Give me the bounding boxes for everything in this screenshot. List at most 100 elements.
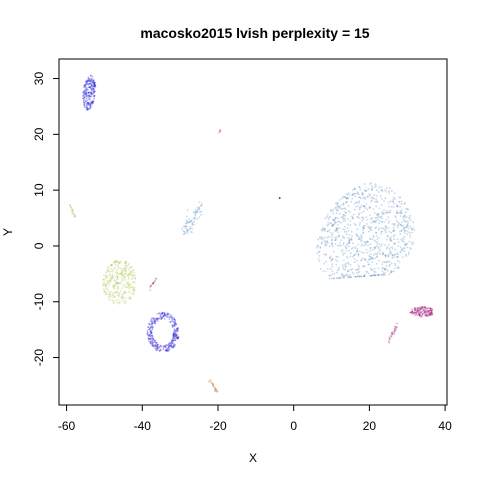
data-point: [421, 306, 424, 308]
data-point: [72, 213, 75, 215]
data-point: [383, 267, 386, 270]
data-point: [418, 313, 421, 315]
data-point: [328, 229, 331, 231]
data-point: [155, 318, 158, 321]
data-point: [174, 329, 177, 332]
data-point: [405, 226, 407, 228]
data-point: [89, 102, 91, 105]
data-point: [146, 331, 149, 334]
data-point: [389, 239, 392, 242]
data-point: [105, 271, 107, 274]
data-point: [357, 216, 359, 219]
data-point: [177, 336, 180, 339]
data-point: [339, 207, 342, 209]
data-point: [414, 311, 416, 314]
data-point: [363, 205, 366, 208]
data-point: [376, 238, 379, 241]
data-point: [116, 278, 119, 281]
data-point: [372, 274, 374, 277]
data-point: [357, 264, 360, 267]
data-point: [88, 94, 91, 97]
data-point: [431, 309, 433, 312]
data-point: [346, 196, 349, 199]
data-point: [114, 260, 117, 263]
data-point: [326, 236, 329, 239]
data-point: [125, 272, 128, 275]
x-axis-label: X: [249, 451, 257, 465]
data-point: [375, 214, 378, 216]
data-point: [366, 251, 369, 254]
data-point: [125, 274, 128, 276]
data-point: [170, 314, 173, 317]
data-point: [364, 190, 367, 192]
data-point: [375, 263, 378, 265]
data-point: [82, 91, 85, 94]
data-point: [127, 287, 130, 290]
data-point: [91, 101, 94, 104]
data-point: [121, 278, 124, 281]
data-point: [420, 307, 423, 309]
data-point: [86, 99, 89, 102]
data-point: [196, 206, 199, 209]
data-point: [94, 83, 96, 86]
data-point: [341, 273, 344, 276]
data-point: [383, 273, 386, 276]
data-point: [108, 295, 111, 297]
data-point: [336, 260, 339, 262]
data-point: [111, 275, 113, 278]
data-point: [103, 290, 106, 293]
data-point: [362, 193, 365, 195]
data-point: [378, 273, 380, 276]
data-point: [358, 266, 361, 268]
data-point: [330, 208, 332, 211]
data-point: [378, 207, 381, 210]
data-point: [393, 229, 395, 232]
data-point: [187, 229, 189, 232]
data-point: [123, 266, 126, 269]
data-point: [193, 210, 195, 213]
data-point: [335, 230, 338, 232]
data-point: [342, 218, 345, 220]
data-point: [387, 244, 390, 246]
data-point: [377, 247, 380, 250]
data-point: [86, 107, 89, 110]
data-point: [162, 316, 165, 318]
data-point: [70, 206, 72, 209]
data-point: [85, 83, 87, 85]
data-point: [90, 92, 93, 94]
data-point: [155, 348, 158, 350]
data-point: [116, 282, 119, 284]
data-point: [333, 219, 335, 222]
data-point: [91, 93, 94, 95]
data-point: [116, 286, 119, 288]
data-point: [152, 344, 155, 347]
data-point: [349, 264, 352, 266]
data-point: [162, 348, 165, 351]
data-point: [372, 235, 375, 238]
data-point: [342, 264, 344, 266]
data-point: [403, 226, 405, 229]
data-point: [172, 335, 175, 337]
data-point: [390, 334, 392, 337]
data-point: [146, 333, 149, 336]
data-point: [338, 268, 340, 271]
data-point: [381, 221, 384, 223]
data-point: [390, 251, 392, 254]
data-point: [164, 346, 167, 349]
data-point: [116, 260, 119, 262]
data-point: [430, 312, 432, 315]
data-point: [363, 189, 366, 192]
data-point: [89, 85, 91, 88]
data-point: [115, 260, 117, 262]
data-point: [391, 332, 393, 335]
data-point: [124, 291, 127, 294]
data-point: [86, 87, 88, 90]
data-point: [149, 330, 152, 332]
data-point: [404, 229, 407, 232]
data-point: [86, 109, 89, 111]
data-point: [151, 320, 154, 322]
data-point: [212, 384, 215, 386]
data-point: [416, 307, 419, 310]
data-point: [193, 223, 196, 226]
